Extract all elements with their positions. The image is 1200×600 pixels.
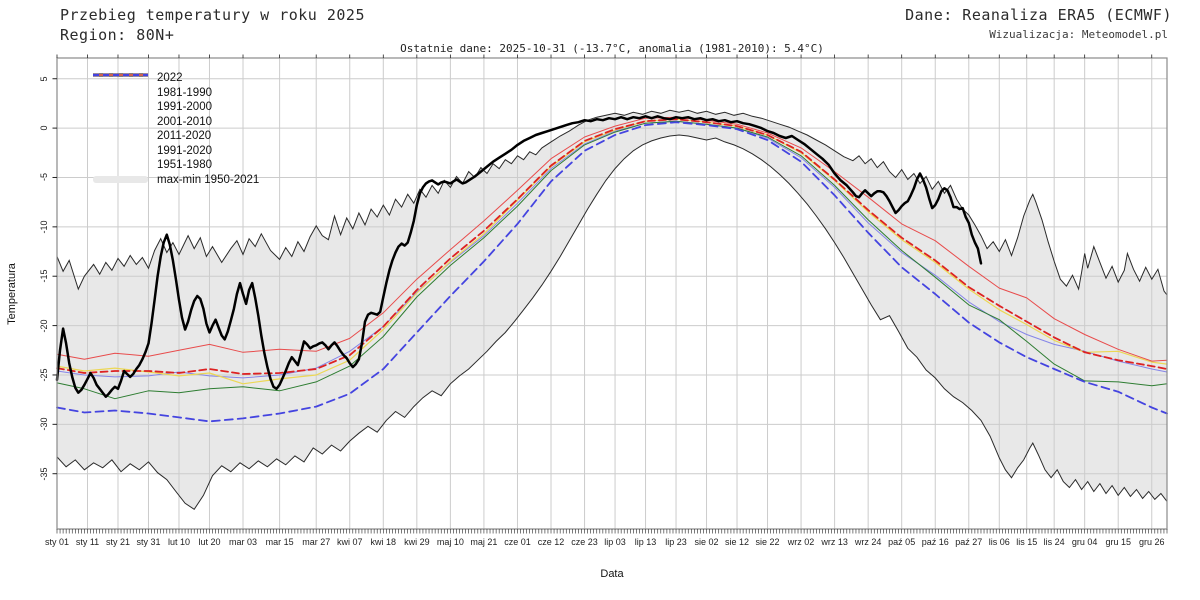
x-tick-label: lip 23 [665,537,687,547]
x-tick-label: wrz 02 [787,537,815,547]
y-tick-label: -20 [39,319,49,333]
series-line-1991-2000 [56,120,1168,400]
band-upper-edge [56,109,1168,296]
y-tick-label: -10 [39,220,49,234]
x-tick-label: maj 21 [470,537,498,547]
legend-band-swatch [93,176,148,184]
legend-item: 1991-2020 [93,73,259,159]
x-tick-label: maj 10 [436,537,464,547]
y-tick-label: -15 [39,269,49,283]
series-line-2022 [55,115,983,398]
x-tick-label: sty 11 [75,537,100,547]
x-tick-label: lis 24 [1043,537,1065,547]
legend-item: max-min 1950-2021 [93,173,259,188]
x-tick-label: kwi 18 [370,537,397,547]
legend-item: 2001-2010 [93,74,259,130]
legend-label: 1981-1990 [157,86,212,99]
x-tick-label: sie 22 [755,537,780,547]
band-lower-edge [56,134,1168,510]
last-data-annotation: Ostatnie dane: 2025-10-31 (-13.7°C, anom… [400,42,824,55]
x-tick-label: paź 05 [888,537,916,547]
x-tick-label: paź 16 [921,537,949,547]
x-axis-title: Data [600,568,624,580]
x-tick-label: gru 04 [1071,537,1098,547]
x-tick-label: lut 20 [198,537,221,547]
x-tick-label: sty 21 [105,537,130,547]
x-tick-label: kwi 29 [404,537,430,547]
x-tick-label: sie 12 [725,537,750,547]
y-tick-label: -5 [39,173,49,182]
x-tick-label: sty 01 [44,537,70,547]
chart-legend: 2022 1981-1990 1991-2000 2001-2010 2011-2020… [93,71,259,187]
x-tick-label: cze 01 [504,537,531,547]
x-tick-label: cze 12 [537,537,565,547]
legend-label: 2001-2010 [157,115,212,128]
visualization-credit: Wizualizacja: Meteomodel.pl [989,28,1168,41]
x-tick-label: paź 27 [955,537,983,547]
y-axis-title: Temperatura [6,263,18,325]
x-tick-label: gru 15 [1105,537,1131,547]
y-tick-label: 0 [39,125,49,131]
x-tick-label: cze 23 [571,537,598,547]
legend-item: 1951-1980 [93,73,259,173]
x-tick-label: lip 03 [604,537,626,547]
legend-label: 1991-2000 [157,101,212,114]
legend-item: 2011-2020 [93,74,259,144]
y-tick-label: -25 [39,368,49,382]
legend-label: 2011-2020 [157,130,212,143]
legend-label: 2022 [157,72,183,85]
y-tick-label: -35 [39,467,49,481]
x-tick-label: wrz 24 [854,537,882,547]
x-tick-label: mar 15 [265,537,294,547]
x-tick-label: kwi 07 [336,537,363,547]
x-tick-label: lip 13 [634,537,657,547]
page-title: Przebieg temperatury w roku 2025 [60,6,365,24]
series-line-2011-2020 [56,116,1168,362]
x-tick-label: gru 26 [1138,537,1165,547]
legend-label: 1951-1980 [157,159,212,172]
x-tick-label: sie 02 [694,537,719,547]
data-source-label: Dane: Reanaliza ERA5 (ECMWF) [905,6,1172,24]
legend-label: 1991-2020 [157,144,212,157]
series-line-1951-1980 [56,121,1168,423]
region-subtitle: Region: 80N+ [60,26,175,44]
y-tick-label: 5 [39,76,49,82]
series-line-1991-2020 [56,118,1168,375]
max-min-band [57,110,1167,510]
y-tick-label: -30 [39,417,49,431]
legend-item: 1991-2000 [93,74,259,115]
x-tick-label: lis 15 [1016,537,1038,547]
x-tick-label: sty 31 [136,537,161,547]
x-tick-label: lut 10 [167,537,190,547]
x-tick-label: wrz 13 [821,537,848,547]
x-tick-label: mar 27 [302,537,331,547]
legend-item: 1981-1990 [93,74,259,101]
x-tick-label: mar 03 [229,537,258,547]
x-tick-label: lis 06 [988,537,1010,547]
legend-label: max-min 1950-2021 [157,173,260,186]
